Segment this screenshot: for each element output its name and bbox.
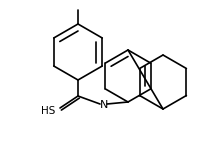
Text: HS: HS bbox=[41, 106, 55, 116]
Text: N: N bbox=[100, 100, 108, 110]
